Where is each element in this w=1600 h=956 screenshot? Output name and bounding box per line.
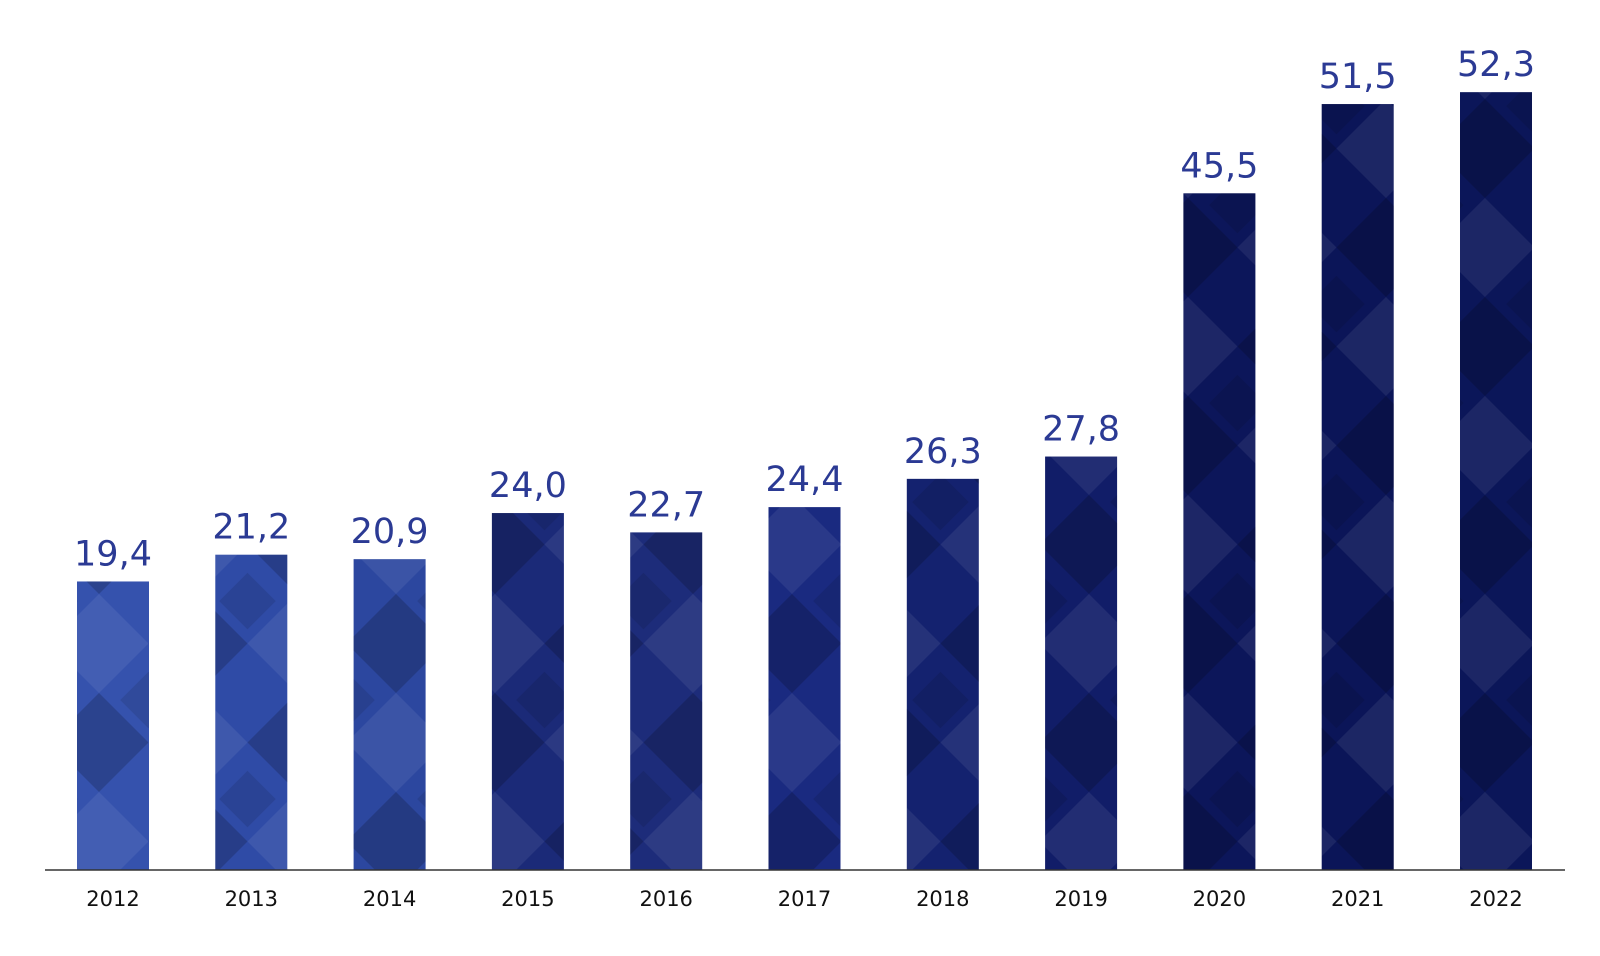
value-label: 24,0	[489, 466, 567, 506]
value-label: 45,5	[1180, 146, 1258, 186]
x-tick-label: 2018	[916, 887, 969, 911]
x-tick-label: 2013	[225, 887, 278, 911]
x-tick-label: 2012	[86, 887, 139, 911]
x-tick-label: 2017	[778, 887, 831, 911]
bar-texture	[768, 507, 841, 870]
x-tick-label: 2022	[1469, 887, 1522, 911]
value-label: 22,7	[627, 485, 705, 525]
value-label: 27,8	[1042, 410, 1120, 450]
x-tick-label: 2019	[1054, 887, 1107, 911]
x-tick-label: 2020	[1193, 887, 1246, 911]
bar-texture	[1183, 193, 1256, 871]
x-tick-label: 2021	[1331, 887, 1384, 911]
value-label: 52,3	[1457, 45, 1535, 85]
bar-texture	[906, 478, 979, 870]
value-label: 51,5	[1319, 57, 1397, 97]
bar-texture	[630, 532, 703, 870]
bar-texture	[1045, 456, 1118, 870]
bar-texture	[1460, 92, 1532, 870]
value-label: 19,4	[74, 534, 152, 574]
bar-texture	[353, 559, 426, 870]
x-tick-label: 2014	[363, 887, 416, 911]
bar-texture	[215, 554, 288, 870]
value-label: 26,3	[904, 432, 982, 472]
value-label: 20,9	[351, 512, 429, 552]
value-label: 24,4	[766, 460, 844, 500]
value-label: 21,2	[212, 508, 290, 548]
bar-texture	[491, 513, 564, 870]
x-tick-label: 2015	[501, 887, 554, 911]
x-tick-label: 2016	[639, 887, 692, 911]
plot-area: 19,4 2012 21,2 2013 20,9 2014 24,0 2015 22,7 2016…	[74, 45, 1535, 911]
bar-texture	[77, 581, 149, 870]
bar-texture	[1321, 104, 1394, 870]
